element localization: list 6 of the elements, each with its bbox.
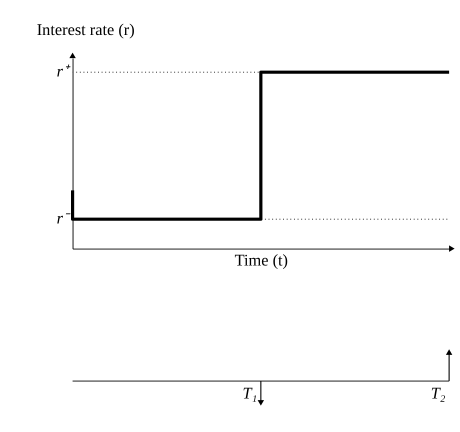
text: T₁ (242, 383, 258, 402)
ref-line-label: r⁺ (56, 62, 71, 81)
y-axis-title: Interest rate (r) (36, 20, 135, 39)
x-axis-title: Time (t) (234, 250, 288, 270)
ref-line-label: r⁻ (56, 208, 71, 228)
text: T₂ (430, 383, 446, 402)
